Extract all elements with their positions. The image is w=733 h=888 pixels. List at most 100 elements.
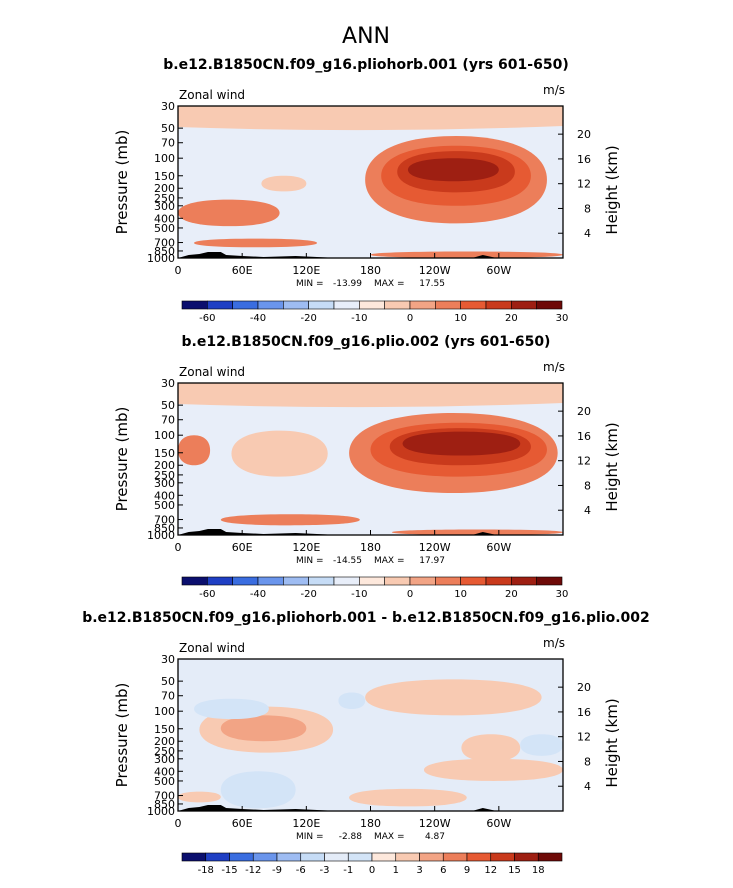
y-tick-label: 400 xyxy=(154,765,175,778)
x-tick-label: 180 xyxy=(360,264,381,277)
y-tick-label: 850 xyxy=(154,245,175,258)
colorbar-swatch xyxy=(435,576,461,586)
contour-region xyxy=(178,435,211,466)
height-tick-label: 12 xyxy=(577,178,591,191)
x-tick-label: 120W xyxy=(419,817,451,830)
y-tick-label: 500 xyxy=(154,499,175,512)
height-tick-label: 20 xyxy=(577,681,591,694)
colorbar-label: 9 xyxy=(464,865,470,876)
height-axis-label: Height (km) xyxy=(603,698,621,787)
topography xyxy=(178,252,339,258)
contour-region xyxy=(261,175,307,192)
units-label: m/s xyxy=(543,360,565,374)
colorbar-swatch xyxy=(300,852,325,862)
contour-region xyxy=(520,734,563,756)
colorbar-swatch xyxy=(181,576,208,586)
colorbar-swatch xyxy=(384,576,411,586)
colorbar-swatch xyxy=(460,300,487,310)
min-value: -13.99 xyxy=(333,279,362,289)
colorbar-label: 0 xyxy=(407,589,413,600)
colorbar-swatch xyxy=(276,852,302,862)
colorbar-swatch xyxy=(409,576,436,586)
y-tick-label: 50 xyxy=(161,675,175,688)
topography xyxy=(472,532,497,535)
y-tick-label: 200 xyxy=(154,182,175,195)
x-tick-label: 180 xyxy=(360,541,381,554)
colorbar-swatch xyxy=(283,576,309,586)
contour-region xyxy=(220,514,360,526)
x-tick-label: 120E xyxy=(292,817,320,830)
colorbar-swatch xyxy=(181,852,207,862)
colorbar-swatch xyxy=(485,300,512,310)
colorbar-swatch xyxy=(252,852,278,862)
colorbar-swatch xyxy=(537,852,563,862)
colorbar-label: -20 xyxy=(300,589,316,600)
colorbar-label: 10 xyxy=(454,589,467,600)
x-tick-label: 0 xyxy=(175,541,182,554)
chart-panel-3: b.e12.B1850CN.f09_g16.pliohorb.001 - b.e… xyxy=(82,610,650,876)
y-tick-label: 400 xyxy=(154,212,175,225)
colorbar-swatch xyxy=(333,576,360,586)
min-value: -14.55 xyxy=(333,556,362,566)
x-tick-label: 120E xyxy=(292,264,320,277)
units-label: m/s xyxy=(543,83,565,97)
y-tick-label: 70 xyxy=(161,137,175,150)
zonal-wind-label: Zonal wind xyxy=(179,365,245,379)
height-tick-label: 12 xyxy=(577,455,591,468)
colorbar-label: -40 xyxy=(250,313,266,324)
y-tick-label: 30 xyxy=(161,653,175,666)
chart-panel-2: b.e12.B1850CN.f09_g16.plio.002 (yrs 601-… xyxy=(113,334,621,600)
colorbar-label: 18 xyxy=(532,865,545,876)
figure-title: ANN xyxy=(342,24,390,49)
colorbar-label: -12 xyxy=(245,865,261,876)
height-tick-label: 20 xyxy=(577,128,591,141)
topography xyxy=(472,255,497,258)
colorbar: -60 -40 -20 -10 0 10 20 30 xyxy=(181,576,568,600)
contour-region xyxy=(338,692,366,709)
x-tick-label: 120E xyxy=(292,541,320,554)
y-tick-label: 1000 xyxy=(147,252,175,265)
y-tick-label: 30 xyxy=(161,100,175,113)
colorbar-swatch xyxy=(371,852,397,862)
colorbar-label: -6 xyxy=(296,865,306,876)
x-tick-label: 120W xyxy=(419,541,451,554)
zonal-wind-label: Zonal wind xyxy=(179,641,245,655)
colorbar-label: 1 xyxy=(393,865,399,876)
panel-title: b.e12.B1850CN.f09_g16.plio.002 (yrs 601-… xyxy=(182,334,551,350)
x-tick-label: 0 xyxy=(175,817,182,830)
height-tick-label: 20 xyxy=(577,405,591,418)
colorbar-swatch xyxy=(511,576,537,586)
pressure-axis-label: Pressure (mb) xyxy=(113,407,131,512)
x-tick-label: 60W xyxy=(486,817,511,830)
colorbar-label: -3 xyxy=(320,865,330,876)
y-tick-label: 700 xyxy=(154,790,175,803)
max-value: 17.97 xyxy=(419,556,445,566)
colorbar-label: 0 xyxy=(369,865,375,876)
colorbar-swatch xyxy=(229,852,254,862)
height-tick-label: 8 xyxy=(584,202,591,215)
colorbar: -18 -15 -12 -9 -6 -3 -1 0 1 3 6 9 12 15 18 xyxy=(181,852,563,876)
height-tick-label: 16 xyxy=(577,706,591,719)
x-tick-label: 60W xyxy=(486,264,511,277)
y-tick-label: 200 xyxy=(154,459,175,472)
y-tick-label: 100 xyxy=(154,705,175,718)
y-tick-label: 1000 xyxy=(147,805,175,818)
y-tick-label: 200 xyxy=(154,735,175,748)
colorbar-swatch xyxy=(409,300,436,310)
colorbar-swatch xyxy=(207,576,233,586)
contour-region xyxy=(178,383,563,408)
y-tick-label: 150 xyxy=(154,170,175,183)
colorbar-swatch xyxy=(232,576,259,586)
contour-region xyxy=(178,791,221,803)
pressure-axis-label: Pressure (mb) xyxy=(113,130,131,235)
colorbar-label: 0 xyxy=(407,313,413,324)
colorbar-swatch xyxy=(257,576,284,586)
colorbar-label: -60 xyxy=(199,313,215,324)
colorbar-swatch xyxy=(490,852,515,862)
height-tick-label: 16 xyxy=(577,430,591,443)
colorbar-label: 3 xyxy=(416,865,422,876)
y-tick-label: 250 xyxy=(154,192,175,205)
height-tick-label: 12 xyxy=(577,731,591,744)
colorbar-label: 20 xyxy=(505,313,518,324)
